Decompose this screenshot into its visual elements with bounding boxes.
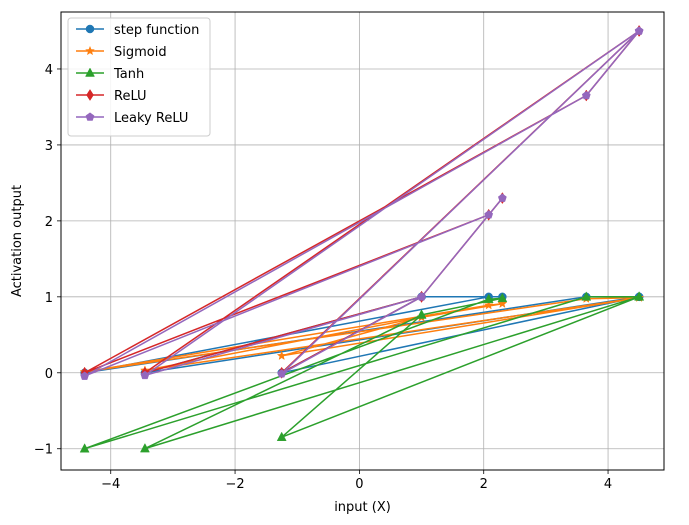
data-point — [581, 90, 591, 100]
data-point — [483, 300, 494, 310]
legend-box — [67, 17, 211, 137]
legend-marker — [85, 45, 95, 56]
data-point — [497, 298, 508, 308]
data-point — [416, 309, 427, 319]
series-line — [83, 296, 640, 373]
data-point — [79, 443, 90, 453]
series-line — [83, 296, 640, 374]
data-point — [417, 292, 426, 301]
series-layer — [79, 25, 645, 453]
data-point — [497, 292, 508, 303]
data-point — [483, 293, 494, 303]
x-tick-label: 4 — [604, 477, 612, 492]
data-point — [276, 431, 287, 441]
legend-label: Leaky ReLU — [114, 111, 188, 126]
x-tick-label: −4 — [101, 477, 120, 492]
legend-label: Sigmoid — [114, 45, 167, 60]
x-tick-label: 0 — [355, 477, 363, 492]
legend: step function Sigmoid Tanh ReLU Leaky ReLU — [67, 17, 211, 137]
data-point — [80, 371, 90, 380]
plot-frame — [60, 11, 665, 471]
data-point — [276, 350, 287, 361]
data-point — [497, 193, 507, 202]
data-point — [277, 369, 287, 378]
y-tick-label: 3 — [45, 139, 53, 154]
legend-label: Tanh — [113, 67, 144, 82]
data-point — [484, 210, 494, 219]
axis-ticks: −4 −2 0 2 4 −1 0 1 2 3 4 — [34, 63, 612, 492]
y-tick-label: 2 — [45, 215, 53, 230]
series-tanh — [79, 291, 645, 453]
legend-label: ReLU — [114, 89, 147, 104]
data-point — [634, 26, 644, 35]
series-leaky-relu — [80, 26, 644, 380]
legend-label: step function — [114, 23, 199, 38]
data-point — [140, 370, 150, 380]
legend-marker — [85, 112, 95, 121]
series-line — [83, 296, 640, 450]
x-tick-label: 2 — [480, 477, 488, 492]
data-point — [634, 291, 645, 301]
x-axis-label: input (X) — [334, 500, 391, 515]
series-line — [83, 30, 640, 377]
y-tick-label: 1 — [45, 291, 53, 306]
data-point — [140, 443, 150, 453]
legend-marker — [85, 24, 95, 34]
y-axis-label: Activation output — [10, 185, 25, 297]
y-tick-label: −1 — [34, 443, 53, 458]
x-tick-label: −2 — [225, 477, 244, 492]
y-tick-label: 4 — [45, 63, 53, 78]
legend-marker — [85, 67, 95, 77]
legend-marker — [86, 89, 94, 101]
data-point — [581, 291, 592, 301]
y-tick-label: 0 — [45, 367, 53, 382]
